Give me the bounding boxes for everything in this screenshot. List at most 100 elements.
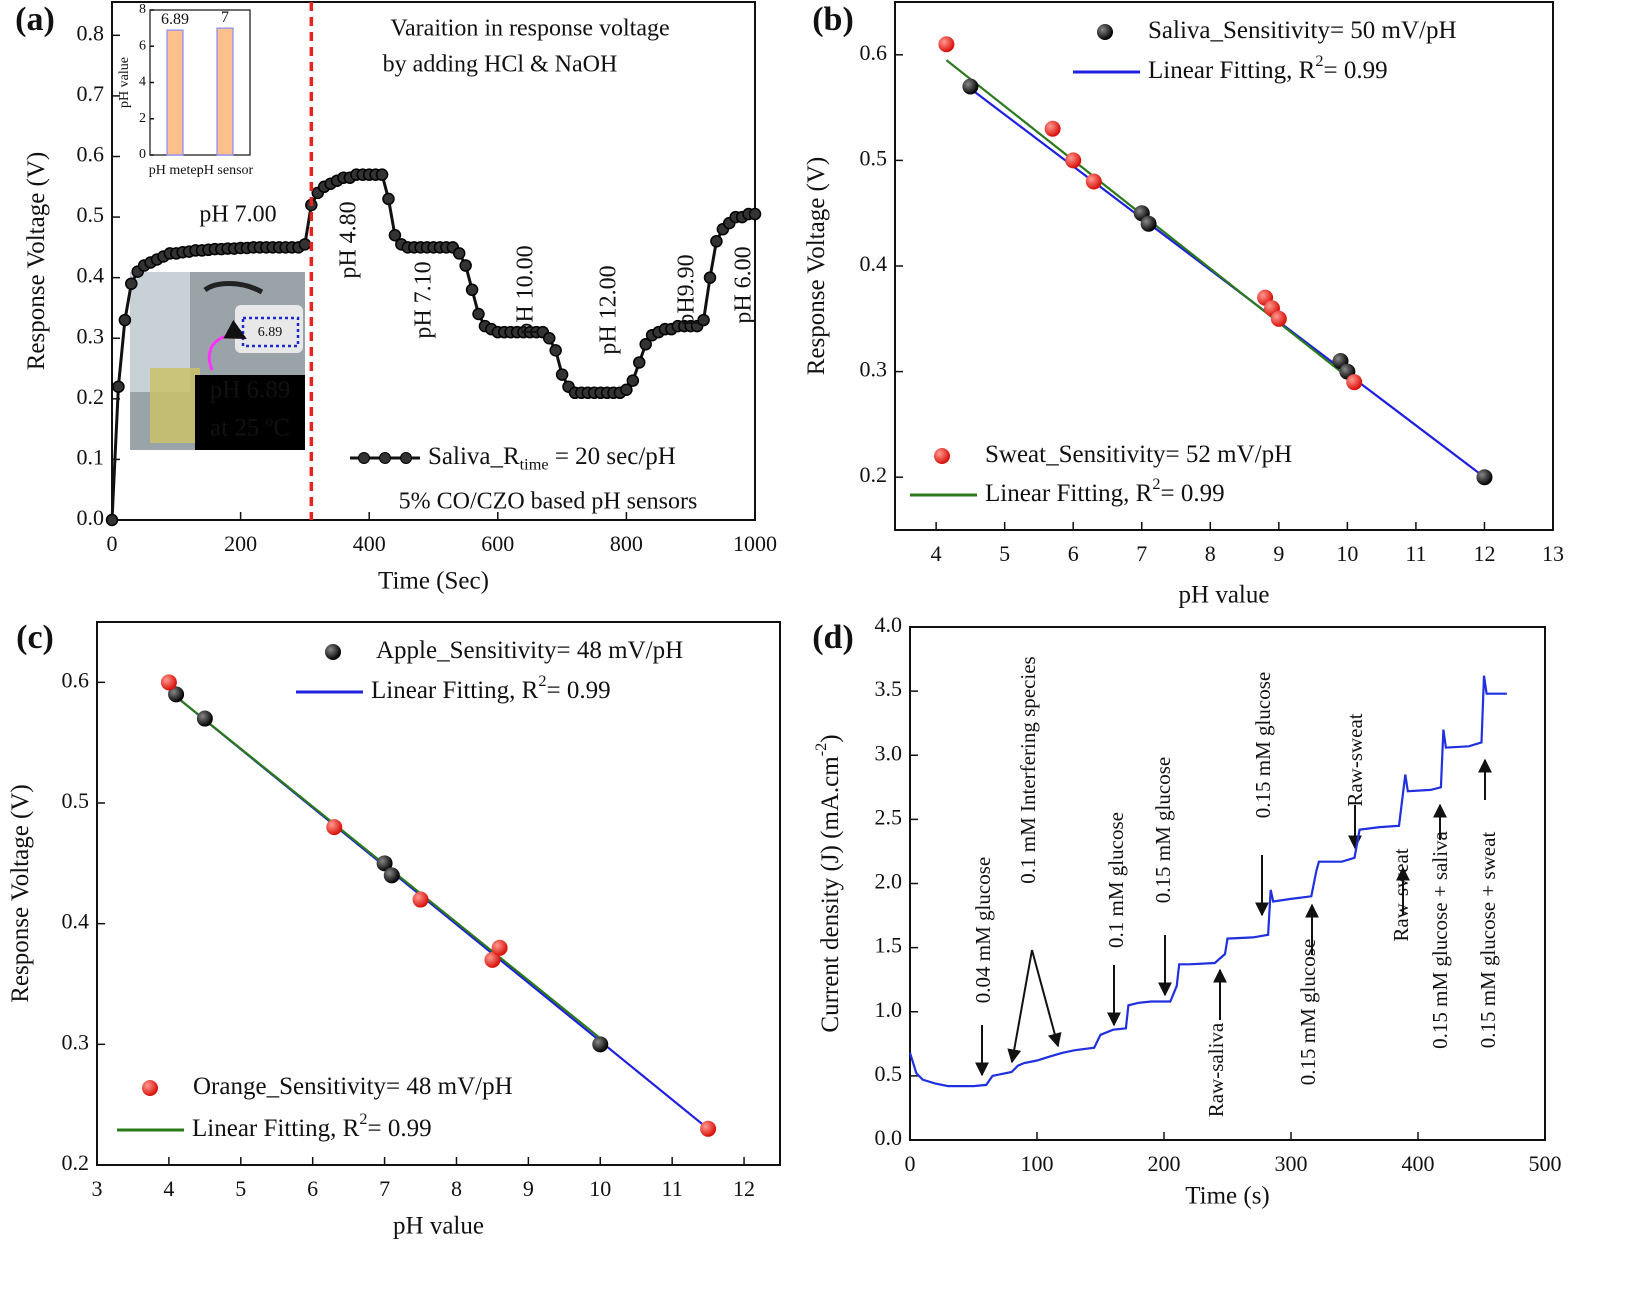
x-tick-label: 12 — [1473, 541, 1495, 566]
y-tick-label: 0.7 — [77, 81, 105, 106]
x-tick-label: 10 — [1336, 541, 1358, 566]
annotation: Raw-sweat — [1343, 713, 1367, 806]
x-tick-label: 400 — [353, 531, 386, 556]
data-point — [748, 207, 762, 221]
annotation: Varaition in response voltage — [390, 16, 669, 42]
y-tick-label: 8 — [139, 2, 146, 17]
x-tick-label: 100 — [1021, 1151, 1054, 1176]
x-tick-label: 13 — [1542, 541, 1564, 566]
annotation: 0.04 mM glucose — [971, 857, 995, 1003]
y-tick-label: 0 — [139, 147, 146, 162]
y-tick-label: 3.0 — [875, 740, 903, 765]
legend-label-main: Linear Fitting, R — [192, 1115, 360, 1142]
y-axis-label: Current density (J) (mA.cm-2) — [812, 734, 844, 1032]
x-tick-label: 8 — [1205, 541, 1216, 566]
y-tick-label: 0.3 — [860, 357, 888, 382]
data-point — [105, 513, 119, 527]
y-axis-label: pH value — [117, 57, 132, 108]
data-point — [168, 686, 185, 703]
y-axis-label-main: Response Voltage (V) — [803, 157, 830, 376]
legend-label-main: Linear Fitting, R — [985, 480, 1153, 507]
x-tick-label: 600 — [481, 531, 514, 556]
data-point — [383, 867, 400, 884]
legend-label: Linear Fitting, R2= 0.99 — [371, 672, 611, 704]
legend-label: Apple_Sensitivity= 48 mV/pH — [376, 637, 683, 664]
data-point — [484, 951, 501, 968]
x-tick-label: 11 — [662, 1176, 683, 1201]
legend-label-sup: 2 — [359, 1110, 367, 1128]
data-point — [1346, 374, 1363, 391]
legend-label-suffix: = 0.99 — [1160, 480, 1224, 507]
data-point — [118, 313, 132, 327]
x-tick-label: 1000 — [733, 531, 777, 556]
legend-label: Linear Fitting, R2= 0.99 — [192, 1110, 432, 1142]
x-tick-label: pH meter — [149, 163, 202, 178]
legend-label-main: Linear Fitting, R — [1148, 57, 1316, 84]
data-point — [298, 238, 312, 251]
x-tick-label: 300 — [1275, 1151, 1308, 1176]
x-tick-label: 400 — [1402, 1151, 1435, 1176]
data-point — [962, 78, 979, 95]
y-tick-label: 2.5 — [875, 804, 903, 829]
x-tick-label: pH sensor — [197, 163, 254, 178]
data-point — [703, 271, 717, 284]
y-tick-label: 0.5 — [77, 202, 105, 227]
bar-value-label: 7 — [221, 9, 229, 26]
y-axis-label: Response Voltage (V) — [23, 152, 50, 371]
legend-label-sup: 2 — [1152, 475, 1160, 493]
data-point — [452, 247, 466, 260]
y-tick-label: 0.0 — [875, 1125, 903, 1150]
annotation: Raw-saliva — [1204, 1022, 1228, 1117]
data-point — [620, 383, 633, 396]
data-point — [196, 710, 213, 727]
legend-label: Linear Fitting, R2= 0.99 — [985, 475, 1225, 507]
data-point — [459, 259, 472, 272]
legend-label: Sweat_Sensitivity= 52 mV/pH — [985, 441, 1292, 468]
data-point — [125, 277, 138, 290]
bar — [166, 29, 184, 156]
annotation: 0.1 mM glucose — [1104, 812, 1128, 948]
legend-swatch — [934, 448, 950, 464]
y-tick-label: 0.0 — [77, 505, 105, 530]
legend-label-main: Linear Fitting, R — [371, 677, 539, 704]
photo-label: pH 6.89 — [210, 377, 291, 404]
x-tick-label: 12 — [733, 1176, 755, 1201]
x-tick-label: 0 — [905, 1151, 916, 1176]
data-point — [700, 1120, 717, 1137]
y-tick-label: 0.6 — [77, 142, 105, 167]
x-axis-label: Time (s) — [1185, 1183, 1270, 1210]
x-tick-label: 7 — [379, 1176, 390, 1201]
y-tick-label: 4.0 — [875, 612, 903, 637]
annotation: 0.15 mM glucose — [1296, 939, 1320, 1085]
x-axis-label: Time (Sec) — [378, 568, 489, 595]
data-point — [697, 313, 710, 327]
legend-label: Saliva_Sensitivity= 50 mV/pH — [1148, 17, 1457, 44]
panel-label: (c) — [16, 619, 54, 656]
ph-label: pH 12.00 — [596, 265, 622, 354]
y-tick-label: 1.5 — [875, 933, 903, 958]
x-tick-label: 9 — [1273, 541, 1284, 566]
ph-label: pH 7.00 — [199, 202, 276, 228]
x-tick-label: 5 — [235, 1176, 246, 1201]
x-tick-label: 4 — [163, 1176, 174, 1201]
annotation: 0.15 mM glucose — [1251, 672, 1275, 818]
plot-frame — [149, 9, 251, 156]
y-tick-label: 0.6 — [860, 40, 888, 65]
panel-label: (b) — [812, 1, 854, 38]
y-tick-label: 6 — [139, 38, 146, 53]
legend-label: Saliva_Rtime = 20 sec/pH — [428, 443, 676, 474]
data-point — [472, 307, 485, 321]
x-tick-label: 3 — [92, 1176, 103, 1201]
legend-label-suffix: = 0.99 — [546, 677, 610, 704]
legend-swatch-marker — [400, 452, 412, 464]
y-tick-label: 0.1 — [77, 444, 105, 469]
legend-label-suffix: = 0.99 — [367, 1115, 431, 1142]
data-point — [626, 374, 640, 387]
x-tick-label: 4 — [931, 541, 942, 566]
x-tick-label: 7 — [1136, 541, 1147, 566]
y-tick-label: 0.5 — [860, 145, 888, 170]
data-point — [1044, 120, 1061, 137]
photo-display: 6.89 — [258, 325, 283, 340]
y-tick-label: 0.3 — [77, 323, 105, 348]
